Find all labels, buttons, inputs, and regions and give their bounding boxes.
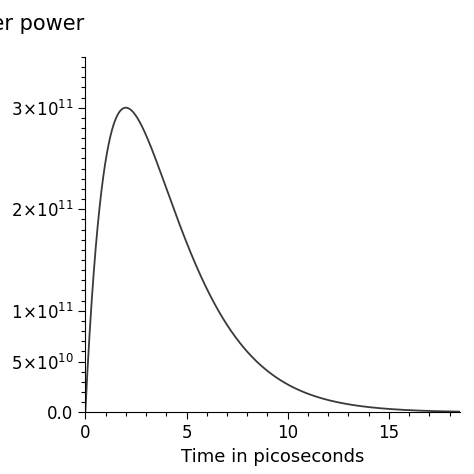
Text: laser power: laser power xyxy=(0,14,84,34)
X-axis label: Time in picoseconds: Time in picoseconds xyxy=(181,448,364,466)
